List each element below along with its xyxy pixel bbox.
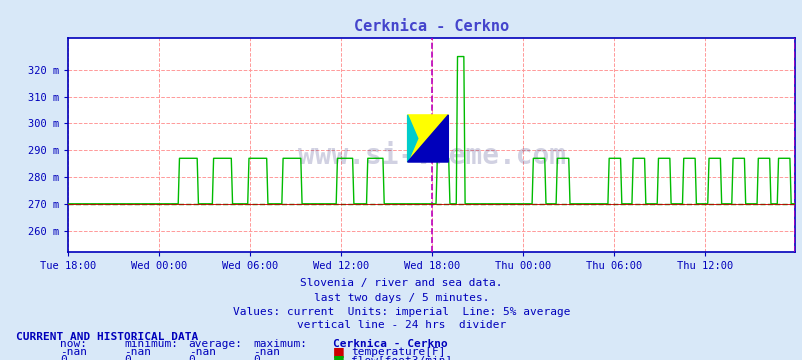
Title: Cerknica - Cerkno: Cerknica - Cerkno	[354, 19, 508, 34]
Text: Cerknica - Cerkno: Cerknica - Cerkno	[333, 339, 448, 350]
Text: 0: 0	[188, 355, 195, 360]
Text: www.si-vreme.com: www.si-vreme.com	[298, 141, 565, 170]
Text: temperature[F]: temperature[F]	[350, 347, 445, 357]
Text: 0: 0	[253, 355, 259, 360]
Text: flow[foot3/min]: flow[foot3/min]	[350, 355, 452, 360]
Text: minimum:: minimum:	[124, 339, 178, 350]
Text: now:: now:	[60, 339, 87, 350]
Polygon shape	[407, 115, 448, 162]
Text: -nan: -nan	[188, 347, 216, 357]
Text: -nan: -nan	[124, 347, 152, 357]
Polygon shape	[407, 115, 417, 162]
Text: ■: ■	[333, 353, 345, 360]
Text: maximum:: maximum:	[253, 339, 306, 350]
Text: vertical line - 24 hrs  divider: vertical line - 24 hrs divider	[297, 320, 505, 330]
Text: -nan: -nan	[253, 347, 280, 357]
Text: average:: average:	[188, 339, 242, 350]
Text: ■: ■	[333, 345, 345, 358]
Polygon shape	[407, 115, 448, 162]
Text: Slovenia / river and sea data.: Slovenia / river and sea data.	[300, 278, 502, 288]
Text: CURRENT AND HISTORICAL DATA: CURRENT AND HISTORICAL DATA	[16, 332, 198, 342]
Text: last two days / 5 minutes.: last two days / 5 minutes.	[314, 293, 488, 303]
Text: Values: current  Units: imperial  Line: 5% average: Values: current Units: imperial Line: 5%…	[233, 307, 569, 317]
Text: 0: 0	[60, 355, 67, 360]
Text: 0: 0	[124, 355, 131, 360]
Text: -nan: -nan	[60, 347, 87, 357]
